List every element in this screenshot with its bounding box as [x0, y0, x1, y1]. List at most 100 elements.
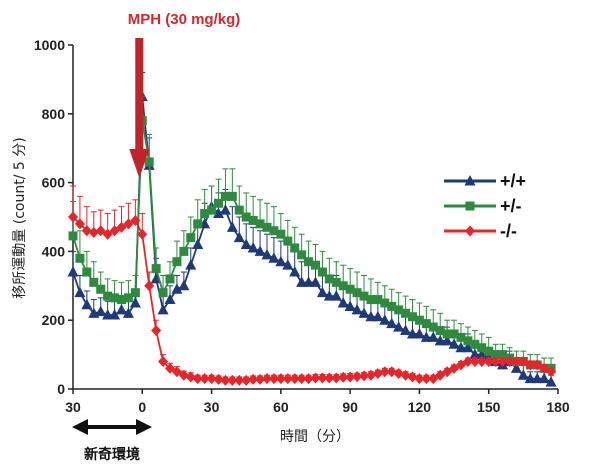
- data-point: [116, 221, 127, 233]
- data-point: [164, 293, 176, 305]
- data-point: [110, 293, 120, 303]
- data-point: [380, 298, 390, 308]
- legend-marker-icon: [465, 201, 475, 211]
- data-point: [158, 355, 169, 367]
- data-point: [172, 257, 182, 267]
- data-point: [185, 371, 196, 383]
- data-point: [407, 371, 418, 383]
- data-point: [373, 295, 383, 305]
- data-point: [518, 355, 529, 367]
- mph-arrow-shaft: [135, 38, 144, 151]
- data-point: [379, 366, 390, 378]
- data-point: [213, 373, 224, 385]
- data-point: [171, 366, 182, 378]
- data-point: [255, 219, 265, 229]
- data-point: [434, 334, 446, 346]
- data-point: [282, 373, 293, 385]
- data-point: [67, 266, 79, 277]
- data-point: [442, 329, 452, 339]
- data-point: [240, 238, 252, 250]
- data-point: [248, 373, 259, 385]
- data-point: [88, 226, 99, 238]
- data-point: [316, 286, 328, 298]
- data-point: [456, 359, 466, 371]
- data-point: [185, 259, 197, 270]
- data-point: [75, 253, 85, 263]
- data-point: [414, 373, 425, 385]
- data-point: [393, 368, 404, 380]
- data-point: [477, 343, 487, 353]
- novelty-label: 新奇環境: [84, 446, 140, 463]
- data-point: [297, 250, 307, 260]
- data-point: [220, 191, 230, 201]
- data-point: [178, 369, 189, 381]
- data-point: [387, 301, 397, 311]
- data-point: [497, 355, 508, 367]
- y-tick-label: 600: [42, 175, 66, 191]
- data-point: [393, 321, 405, 332]
- data-point: [227, 374, 238, 386]
- data-point: [151, 264, 161, 274]
- data-point: [129, 297, 141, 308]
- data-point: [303, 276, 315, 287]
- data-point: [538, 372, 550, 384]
- data-point: [525, 359, 536, 371]
- data-point: [109, 225, 120, 237]
- data-point: [372, 368, 383, 380]
- data-point: [330, 290, 342, 301]
- data-point: [234, 374, 245, 386]
- data-point: [532, 359, 543, 371]
- data-point: [262, 373, 272, 385]
- x-tick-label: 120: [408, 399, 432, 415]
- data-point: [226, 221, 238, 232]
- data-point: [324, 274, 334, 284]
- data-point: [214, 198, 223, 208]
- data-point: [144, 157, 154, 167]
- data-point: [123, 293, 133, 303]
- data-point: [484, 346, 494, 356]
- data-point: [365, 310, 377, 322]
- data-point: [323, 290, 335, 301]
- x-axis-title: 時間（分）: [280, 429, 350, 445]
- data-point: [311, 260, 320, 270]
- data-point: [102, 228, 113, 240]
- data-point: [428, 322, 438, 332]
- data-point: [275, 255, 287, 267]
- y-tick-label: 1000: [34, 37, 65, 53]
- data-point: [220, 374, 231, 386]
- data-point: [122, 307, 134, 318]
- y-tick-label: 200: [42, 312, 66, 328]
- data-point: [186, 233, 196, 243]
- data-point: [344, 300, 356, 311]
- data-point: [290, 243, 300, 253]
- data-point: [276, 229, 286, 239]
- data-point: [151, 325, 162, 337]
- data-point: [192, 238, 204, 250]
- data-point: [171, 283, 183, 294]
- data-point: [476, 348, 488, 360]
- data-point: [358, 307, 370, 318]
- data-point: [282, 259, 294, 270]
- data-point: [462, 355, 473, 367]
- data-point: [420, 331, 432, 342]
- data-point: [338, 281, 348, 291]
- data-point: [275, 373, 286, 385]
- data-point: [531, 372, 543, 384]
- data-point: [517, 369, 529, 380]
- data-point: [317, 372, 328, 384]
- data-point: [234, 205, 244, 215]
- data-point: [95, 225, 106, 237]
- data-point: [68, 231, 78, 241]
- data-point: [81, 298, 93, 310]
- data-point: [379, 314, 391, 325]
- series-2: [68, 185, 557, 386]
- data-point: [427, 331, 439, 342]
- data-point: [470, 339, 480, 349]
- data-point: [117, 295, 126, 305]
- arrow-right-icon: [136, 419, 152, 435]
- data-point: [123, 218, 134, 230]
- x-tick-label: 60: [273, 399, 289, 415]
- legend-label: +/-: [500, 196, 522, 216]
